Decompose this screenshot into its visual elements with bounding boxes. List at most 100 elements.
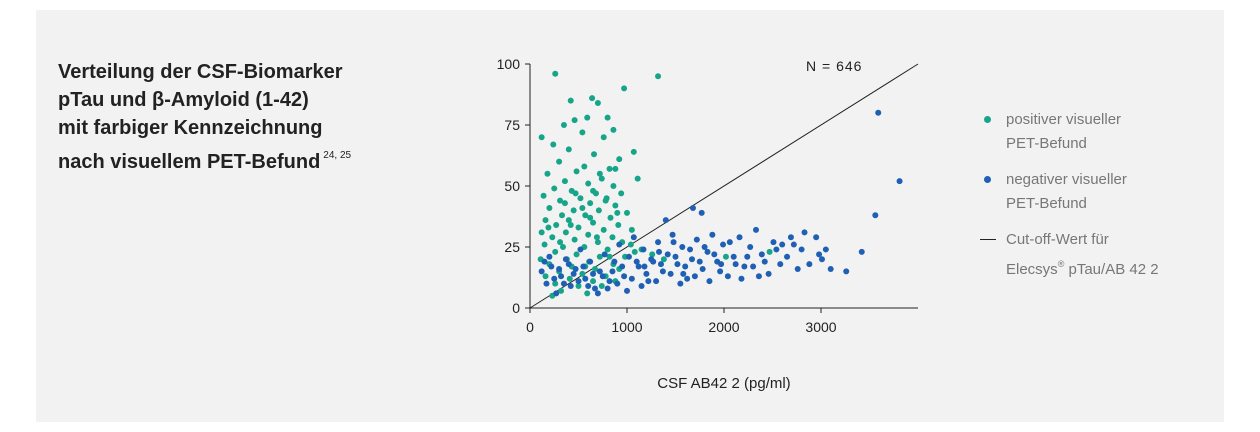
legend-label: positiver visueller: [1006, 108, 1180, 132]
x-tick-label: 1000: [611, 319, 642, 335]
legend-label: Cut-off-Wert für: [1006, 228, 1180, 252]
data-point-negative: [616, 242, 622, 248]
legend-dot-positive: [984, 116, 991, 123]
data-point-positive: [655, 73, 661, 79]
data-point-negative: [551, 276, 557, 282]
data-point-negative: [605, 285, 611, 291]
data-point-negative: [702, 244, 708, 250]
data-point-negative: [762, 259, 768, 265]
x-ticks: 0 1000 2000 3000: [526, 308, 837, 335]
legend-item-cutoff: Cut-off-Wert für Elecsys® pTau/AB 42 2: [980, 228, 1180, 282]
data-point-positive: [574, 251, 580, 257]
data-point-negative: [571, 271, 577, 277]
data-point-positive: [559, 212, 565, 218]
legend-line-cutoff: [980, 239, 996, 240]
data-point-positive: [723, 254, 729, 260]
data-point-positive: [581, 163, 587, 169]
y-tick-label: 100: [497, 56, 521, 72]
data-point-positive: [632, 249, 638, 255]
data-point-positive: [605, 115, 611, 121]
data-point-negative: [759, 251, 765, 257]
data-point-positive: [552, 249, 558, 255]
data-point-positive: [572, 237, 578, 243]
data-point-negative: [725, 273, 731, 279]
data-point-positive: [629, 227, 635, 233]
data-point-negative: [629, 276, 635, 282]
data-point-negative: [677, 281, 683, 287]
legend-brand: Elecsys: [1006, 261, 1058, 278]
data-point-negative: [587, 259, 593, 265]
data-point-negative: [648, 256, 654, 262]
x-tick-label: 0: [526, 319, 534, 335]
data-point-negative: [744, 254, 750, 260]
data-point-negative: [709, 232, 715, 238]
data-point-positive: [616, 156, 622, 162]
data-point-negative: [779, 242, 785, 248]
data-point-positive: [543, 273, 549, 279]
data-point-negative: [643, 271, 649, 277]
data-point-negative: [697, 259, 703, 265]
data-point-positive: [601, 134, 607, 140]
data-point-positive: [557, 239, 563, 245]
data-point-negative: [609, 268, 615, 274]
data-point-positive: [589, 95, 595, 101]
data-point-negative: [543, 281, 549, 287]
data-point-positive: [590, 188, 596, 194]
data-point-positive: [621, 85, 627, 91]
data-point-negative: [660, 268, 666, 274]
data-point-positive: [601, 227, 607, 233]
data-point-positive: [546, 205, 552, 211]
y-tick-label: 0: [512, 300, 520, 316]
data-point-positive: [624, 210, 630, 216]
data-point-negative: [634, 259, 640, 265]
data-point-negative: [813, 234, 819, 240]
data-point-negative: [539, 268, 545, 274]
data-point-negative: [671, 239, 677, 245]
data-point-negative: [665, 251, 671, 257]
data-point-negative: [770, 239, 776, 245]
data-point-negative: [717, 268, 723, 274]
data-point-positive: [549, 234, 555, 240]
data-point-positive: [553, 222, 559, 228]
x-axis-label: CSF AB42 2 (pg/ml): [657, 375, 790, 392]
data-point-negative: [733, 261, 739, 267]
data-point-positive: [612, 166, 618, 172]
data-point-negative: [611, 259, 617, 265]
data-point-positive: [562, 200, 568, 206]
data-point-positive: [609, 234, 615, 240]
data-point-negative: [576, 278, 582, 284]
x-axis: 0 1000 2000 3000: [526, 308, 918, 335]
data-point-positive: [614, 210, 620, 216]
data-point-negative: [558, 273, 564, 279]
data-point-negative: [626, 254, 632, 260]
data-point-negative: [699, 210, 705, 216]
data-point-positive: [585, 232, 591, 238]
legend-label: PET-Befund: [1006, 192, 1180, 216]
data-point-positive: [615, 222, 621, 228]
data-point-positive: [566, 146, 572, 152]
data-point-negative: [614, 281, 620, 287]
data-point-negative: [753, 227, 759, 233]
data-point-negative: [727, 239, 733, 245]
data-point-negative: [645, 278, 651, 284]
data-point-positive: [767, 249, 773, 255]
data-point-positive: [599, 283, 605, 289]
data-point-positive: [595, 100, 601, 106]
data-point-negative: [568, 283, 574, 289]
data-point-negative: [542, 259, 548, 265]
data-point-negative: [561, 281, 567, 287]
data-point-positive: [603, 198, 609, 204]
data-point-positive: [572, 117, 578, 123]
data-point-positive: [544, 171, 550, 177]
data-point-positive: [563, 229, 569, 235]
data-point-negative: [655, 239, 661, 245]
data-point-negative: [766, 271, 772, 277]
data-point-positive: [610, 183, 616, 189]
data-point-positive: [556, 159, 562, 165]
data-point-negative: [773, 246, 779, 252]
data-point-negative: [823, 246, 829, 252]
data-point-positive: [579, 205, 585, 211]
data-point-positive: [610, 127, 616, 133]
data-point-negative: [747, 244, 753, 250]
data-point-positive: [631, 149, 637, 155]
